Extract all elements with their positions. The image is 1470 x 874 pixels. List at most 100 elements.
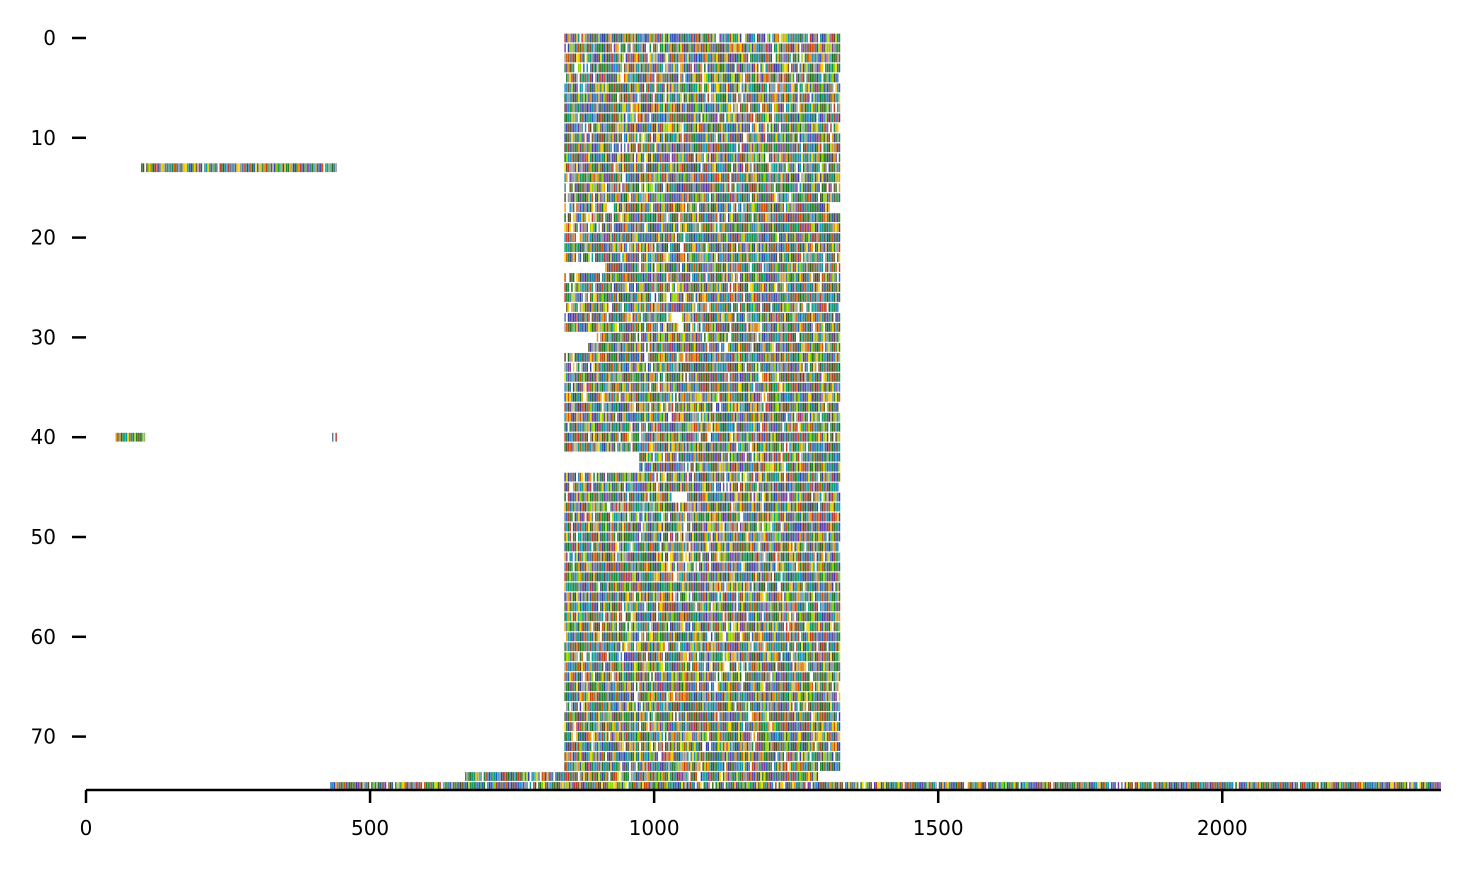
alignment-cell: [622, 83, 624, 93]
alignment-cell: [591, 73, 594, 83]
alignment-cell: [780, 83, 783, 93]
alignment-cell: [634, 243, 636, 252]
alignment-cell: [700, 342, 703, 352]
alignment-cell: [612, 133, 614, 143]
alignment-cell: [629, 293, 631, 302]
alignment-cell: [780, 333, 783, 342]
alignment-cell: [831, 352, 834, 362]
alignment-cell: [606, 193, 609, 203]
alignment-cell: [733, 163, 735, 173]
alignment-cell: [780, 33, 783, 43]
alignment-cell: [571, 352, 573, 362]
alignment-cell: [610, 193, 612, 203]
alignment-cell: [830, 103, 832, 113]
alignment-cell: [830, 43, 832, 53]
alignment-cell: [668, 123, 670, 133]
alignment-cell: [620, 362, 623, 372]
alignment-cell: [756, 273, 759, 282]
alignment-cell: [571, 283, 573, 292]
alignment-cell: [710, 223, 713, 233]
alignment-cell: [825, 33, 827, 43]
alignment-cell: [816, 283, 819, 292]
alignment-cell: [683, 153, 686, 163]
alignment-cell: [586, 223, 588, 233]
alignment-cell: [768, 183, 771, 193]
alignment-cell: [601, 323, 604, 332]
alignment-cell: [612, 333, 614, 342]
alignment-cell: [717, 123, 720, 133]
alignment-cell: [630, 362, 633, 372]
alignment-cell: [668, 223, 670, 233]
alignment-cell: [821, 153, 824, 163]
alignment-cell: [603, 323, 606, 332]
alignment-cell: [588, 53, 590, 63]
alignment-cell: [734, 193, 737, 203]
alignment-cell: [673, 33, 675, 43]
alignment-cell: [806, 73, 808, 83]
alignment-cell: [811, 342, 813, 352]
alignment-cell: [724, 313, 727, 322]
alignment-cell: [833, 53, 836, 63]
alignment-cell: [799, 223, 802, 233]
alignment-cell: [659, 203, 662, 213]
alignment-cell: [791, 163, 793, 173]
alignment-cell: [671, 113, 674, 123]
alignment-cell: [617, 123, 619, 133]
alignment-cell: [659, 283, 662, 292]
alignment-cell: [704, 113, 706, 123]
alignment-cell: [705, 143, 708, 153]
alignment-cell: [760, 223, 762, 233]
alignment-cell: [593, 113, 595, 123]
alignment-cell: [632, 233, 634, 242]
alignment-cell: [675, 223, 677, 233]
alignment-cell: [762, 83, 764, 93]
alignment-cell: [606, 53, 609, 63]
alignment-cell: [663, 293, 665, 302]
alignment-cell: [688, 53, 691, 63]
alignment-cell: [814, 73, 817, 83]
alignment-cell: [767, 293, 769, 302]
alignment-cell: [692, 253, 694, 262]
alignment-cell: [705, 362, 708, 372]
alignment-cell: [606, 352, 609, 362]
alignment-cell: [618, 103, 621, 113]
alignment-cell: [569, 113, 571, 123]
alignment-cell: [772, 273, 774, 282]
alignment-cell: [572, 173, 575, 183]
alignment-cell: [637, 183, 640, 193]
alignment-cell: [596, 193, 599, 203]
alignment-cell: [598, 143, 600, 153]
alignment-cell: [801, 203, 803, 213]
alignment-cell: [828, 33, 830, 43]
alignment-cell: [774, 173, 776, 183]
alignment-cell: [695, 113, 698, 123]
alignment-cell: [727, 133, 730, 143]
alignment-cell: [813, 113, 815, 123]
alignment-cell: [804, 163, 807, 173]
alignment-cell: [629, 73, 631, 83]
alignment-cell: [595, 153, 597, 163]
alignment-cell: [584, 163, 587, 173]
alignment-cell: [808, 143, 810, 153]
alignment-cell: [767, 53, 769, 63]
alignment-cell: [666, 143, 669, 153]
alignment-cell: [653, 273, 655, 282]
alignment-cell: [678, 303, 681, 312]
alignment-cell: [647, 303, 650, 312]
alignment-cell: [567, 33, 570, 43]
alignment-cell: [697, 73, 699, 83]
alignment-cell: [603, 43, 606, 53]
alignment-cell: [653, 63, 655, 73]
alignment-cell: [772, 323, 774, 332]
alignment-cell: [574, 133, 577, 143]
alignment-cell: [591, 293, 594, 302]
alignment-cell: [724, 173, 727, 183]
alignment-cell: [719, 73, 721, 83]
alignment-cell: [627, 73, 629, 83]
alignment-cell: [722, 233, 725, 242]
alignment-cell: [796, 103, 798, 113]
alignment-cell: [760, 263, 762, 272]
alignment-cell: [566, 362, 568, 372]
alignment-cell: [826, 83, 829, 93]
alignment-cell: [605, 43, 607, 53]
